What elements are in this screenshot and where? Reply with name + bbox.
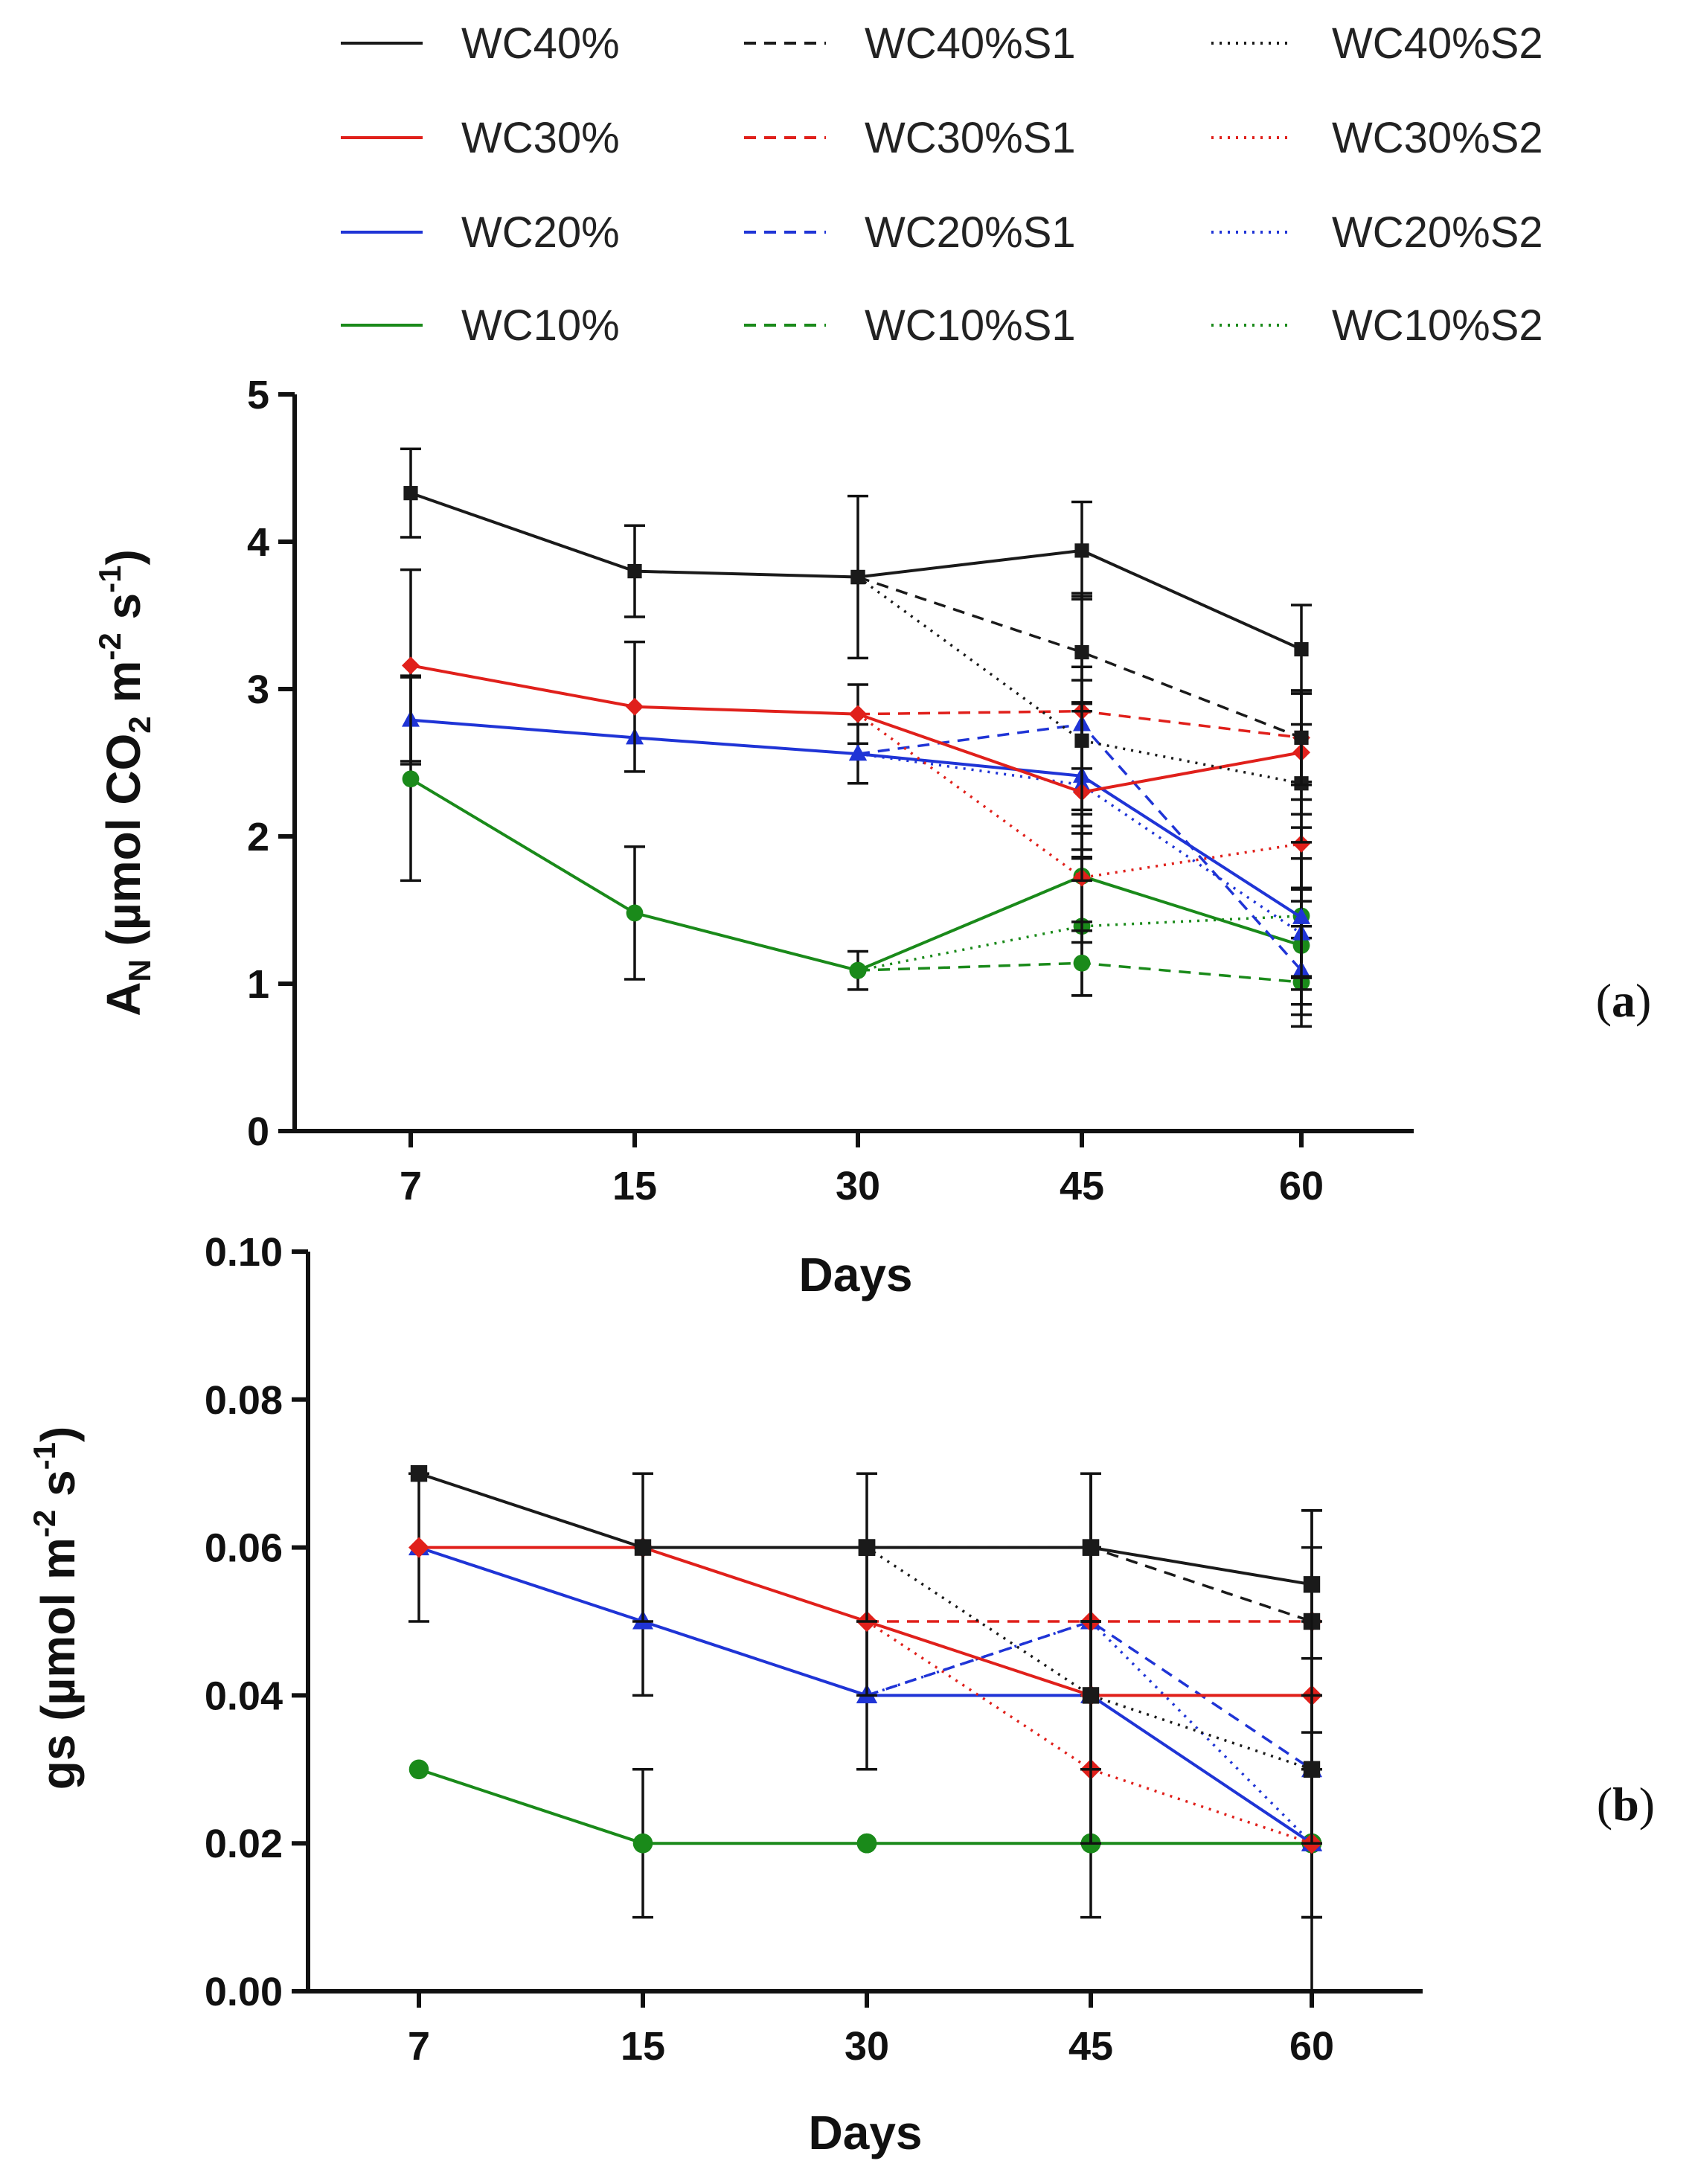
y-tick-label-a: 4 <box>247 520 269 565</box>
y-tick-label-a: 1 <box>247 962 269 1007</box>
panel-b: 0.00 0.02 0.04 0.06 0.08 0.10 7 15 30 45 60 Days g… <box>27 1230 1655 2159</box>
series-line <box>866 1620 1313 1845</box>
legend-label-wc10s1: WC10%S1 <box>865 301 1076 350</box>
y-tick-label-b: 0.06 <box>205 1526 283 1571</box>
series-wc20s1-b <box>856 1472 1322 1845</box>
data-point <box>1294 641 1309 657</box>
legend-label-wc40s1: WC40%S1 <box>865 19 1076 68</box>
series-wc20-b <box>408 1536 1322 1919</box>
legend: WC40% WC40%S1 WC40%S2 WC30% WC30%S1 WC30%S2 WC… <box>341 19 1543 350</box>
x-tick-label-b: 30 <box>845 2024 889 2069</box>
legend-label-wc30s2: WC30%S2 <box>1332 114 1543 162</box>
series-wc20s2-a <box>849 709 1312 979</box>
data-point <box>402 656 420 675</box>
series-wc40-b <box>410 1465 1322 1660</box>
data-point <box>403 486 418 501</box>
y-tick-label-b: 0.00 <box>205 1970 283 2014</box>
series-wc30s2-b <box>856 1611 1322 1919</box>
data-point <box>858 1539 876 1556</box>
data-point <box>1074 644 1089 660</box>
legend-label-wc20: WC20% <box>461 208 620 257</box>
x-axis-title-a: Days <box>799 1248 913 1301</box>
data-point <box>1303 1761 1321 1778</box>
series-wc20s2-b <box>856 1546 1322 1919</box>
data-point <box>1292 834 1310 853</box>
data-point <box>626 697 644 716</box>
series-line <box>866 1620 1313 1771</box>
y-axis-title-b: gs (µmol m-2 s-1) <box>27 1426 85 1790</box>
y-tick-label-a: 2 <box>247 815 269 859</box>
x-axis-title-b: Days <box>809 2106 923 2159</box>
x-tick-label-a: 45 <box>1060 1164 1104 1208</box>
x-tick-label-b: 7 <box>408 2024 430 2069</box>
y-tick-label-b: 0.08 <box>205 1378 283 1423</box>
series-wc30-b <box>408 1472 1322 1845</box>
series-line <box>856 576 1302 785</box>
series-line <box>867 1546 1313 1623</box>
plot-area-b: 0.00 0.02 0.04 0.06 0.08 0.10 7 15 30 45 60 <box>205 1230 1423 2069</box>
y-tick-label-b: 0.10 <box>205 1230 283 1275</box>
data-point <box>849 743 867 761</box>
x-tick-label-a: 7 <box>400 1164 422 1208</box>
data-point <box>627 564 642 579</box>
data-point <box>626 904 644 922</box>
x-tick-label-b: 60 <box>1289 2024 1334 2069</box>
data-point <box>1074 543 1089 558</box>
x-tick-label-a: 60 <box>1279 1164 1324 1208</box>
data-point <box>1082 1539 1100 1556</box>
data-point <box>408 1759 429 1780</box>
x-tick-label-a: 30 <box>836 1164 880 1208</box>
data-point <box>1292 907 1310 924</box>
x-tick-label-b: 45 <box>1068 2024 1113 2069</box>
data-point <box>634 1539 652 1556</box>
data-point <box>410 1465 428 1482</box>
data-point <box>1073 954 1091 972</box>
data-point <box>849 961 867 979</box>
data-point <box>856 1833 877 1854</box>
series-line <box>418 1767 1312 1845</box>
legend-label-wc10: WC10% <box>461 301 620 350</box>
y-tick-label-b: 0.04 <box>205 1674 283 1718</box>
legend-label-wc20s2: WC20%S2 <box>1332 208 1543 257</box>
data-point <box>1074 733 1089 748</box>
series-line <box>866 1620 1313 1845</box>
data-point <box>1294 730 1309 745</box>
data-point <box>850 569 865 585</box>
panel-label-b: (b) <box>1597 1778 1655 1831</box>
x-tick-label-b: 15 <box>621 2024 665 2069</box>
series-line <box>418 1472 1313 1586</box>
legend-label-wc30: WC30% <box>461 114 620 162</box>
data-point <box>408 1537 429 1558</box>
series-wc40-a <box>400 447 1312 695</box>
data-point <box>849 705 867 723</box>
series-line <box>409 778 1302 973</box>
legend-label-wc10s2: WC10%S2 <box>1332 301 1543 350</box>
data-point <box>1303 1576 1321 1593</box>
legend-label-wc40s2: WC40%S2 <box>1332 19 1543 68</box>
series-line <box>857 752 1302 935</box>
y-tick-label-a: 0 <box>247 1109 269 1154</box>
series-line <box>857 575 1302 739</box>
y-tick-label-b: 0.02 <box>205 1822 283 1866</box>
series-line <box>866 1546 1313 1771</box>
y-tick-label-a: 3 <box>247 667 269 712</box>
data-point <box>402 770 420 788</box>
data-point <box>632 1833 653 1854</box>
data-point <box>1082 1687 1100 1704</box>
x-tick-label-a: 15 <box>612 1164 657 1208</box>
legend-label-wc20s1: WC20%S1 <box>865 208 1076 257</box>
y-tick-label-a: 5 <box>247 373 269 417</box>
legend-label-wc40: WC40% <box>461 19 620 68</box>
y-axis-title-a: AN (µmol CO2 m-2 s-1) <box>92 549 157 1016</box>
legend-label-wc30s1: WC30%S1 <box>865 114 1076 162</box>
panel-label-a: (a) <box>1596 974 1652 1027</box>
